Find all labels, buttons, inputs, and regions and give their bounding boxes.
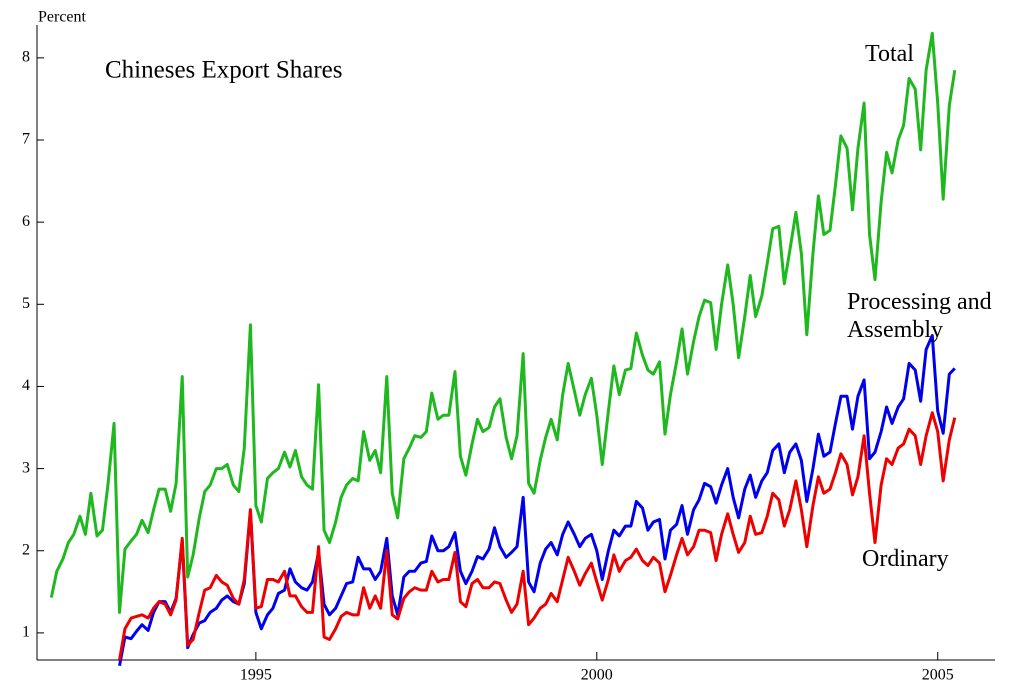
series-label: Total — [865, 41, 914, 67]
x-tick-label: 2000 — [581, 667, 613, 684]
y-tick-label: 6 — [22, 213, 30, 230]
y-tick-label: 4 — [22, 377, 30, 394]
series-label: Ordinary — [862, 546, 949, 572]
y-tick-label: 7 — [22, 131, 30, 148]
y-tick-label: 2 — [22, 541, 30, 558]
x-tick-label: 1995 — [240, 667, 272, 684]
y-axis-label: Percent — [38, 9, 87, 26]
series-line — [118, 334, 956, 667]
series-label: Processing and Assembly — [847, 289, 992, 343]
y-tick-label: 8 — [22, 49, 30, 66]
series-line — [118, 411, 957, 661]
x-tick-label: 2005 — [922, 667, 954, 684]
y-tick-label: 5 — [22, 295, 30, 312]
y-tick-label: 1 — [22, 624, 30, 641]
y-tick-label: 3 — [22, 459, 30, 476]
series-line — [49, 31, 957, 614]
chart-title: Chineses Export Shares — [105, 57, 342, 84]
